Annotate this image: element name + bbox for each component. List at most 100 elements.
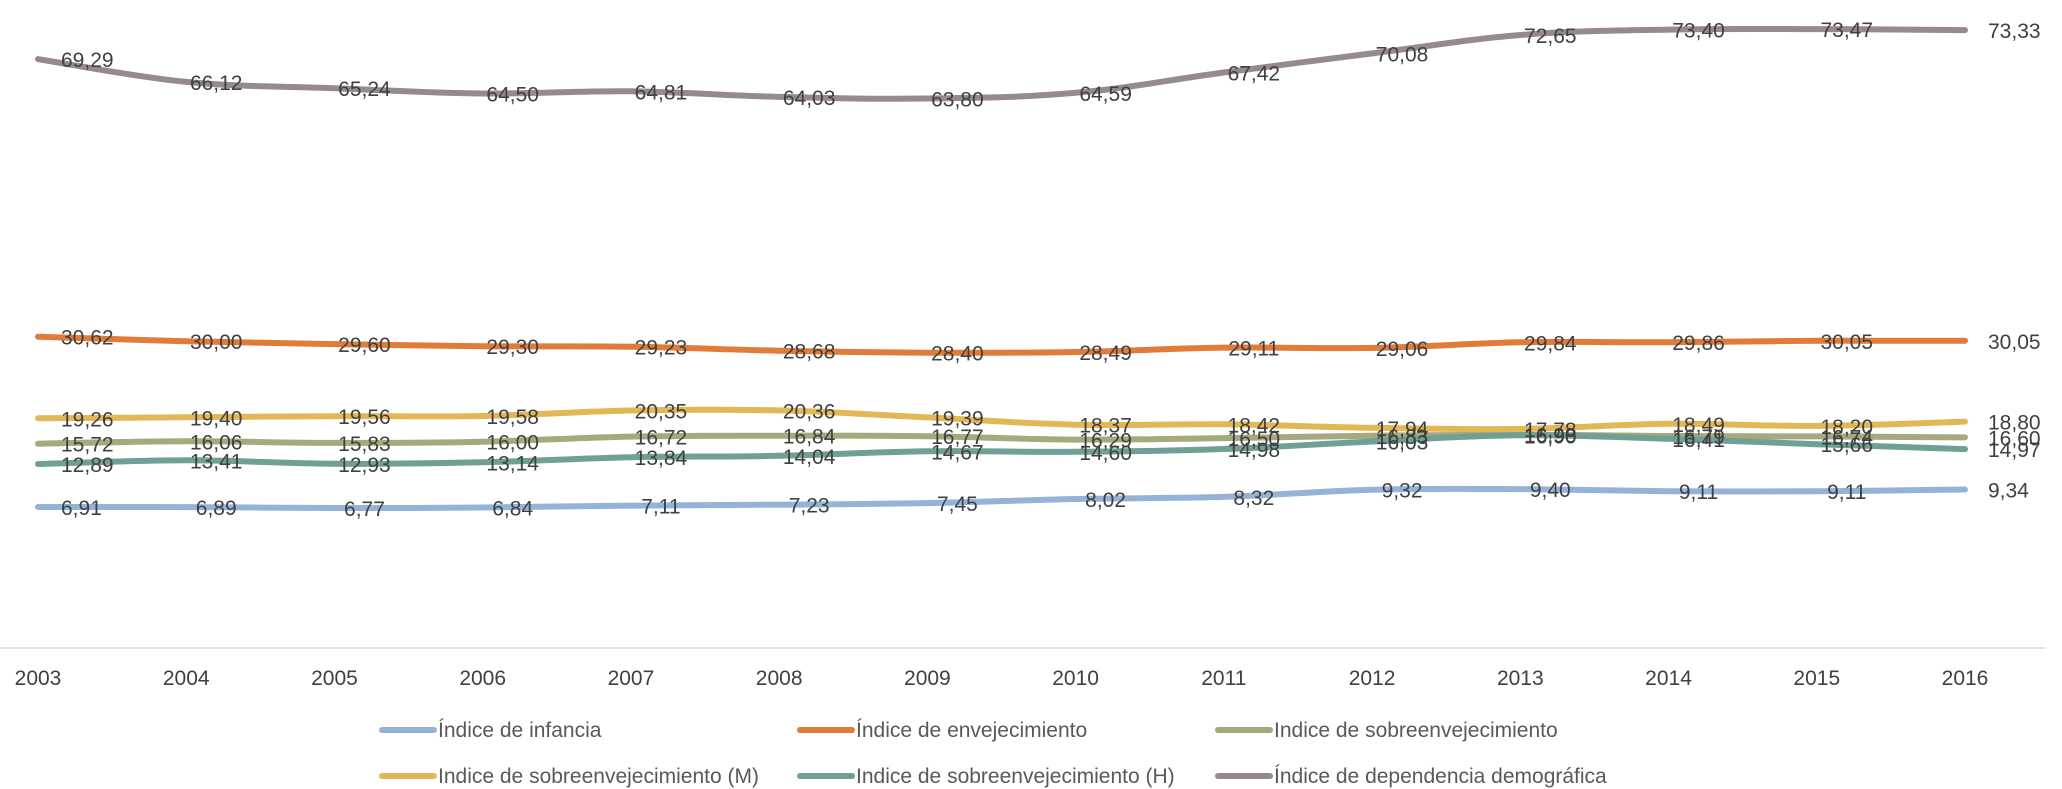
data-label: 16,74 xyxy=(1820,426,1873,449)
legend: Índice de infancia Índice de envejecimien… xyxy=(379,719,1607,788)
data-label: 16,60 xyxy=(1988,427,2041,450)
data-labels: 6,91 6,89 6,77 6,84 7,11 7,23 7,45 8,02 8,32 9,32… xyxy=(61,19,2041,521)
data-label: 20,36 xyxy=(783,400,836,423)
legend-label: Indice de sobreenvejecimiento (M) xyxy=(438,765,759,788)
data-label: 6,89 xyxy=(196,497,237,520)
data-label: 19,40 xyxy=(190,407,243,430)
data-label: 12,89 xyxy=(61,454,114,477)
data-label: 16,90 xyxy=(1524,425,1577,448)
data-label: 64,81 xyxy=(635,81,688,104)
x-axis-ticks: 2003 2004 2005 2006 2007 2008 2009 2010 2011 2012… xyxy=(15,667,1989,690)
data-label: 18,49 xyxy=(1672,414,1725,437)
data-label: 9,34 xyxy=(1988,480,2029,503)
x-tick-label: 2005 xyxy=(311,667,358,690)
data-label: 6,77 xyxy=(344,498,385,521)
data-label: 30,05 xyxy=(1820,331,1873,354)
data-label: 13,41 xyxy=(190,450,243,473)
data-label: 70,08 xyxy=(1376,43,1429,66)
data-label: 29,06 xyxy=(1376,338,1429,361)
data-label: 29,84 xyxy=(1524,332,1577,355)
data-label: 29,23 xyxy=(635,337,688,360)
x-tick-label: 2009 xyxy=(904,667,951,690)
data-label: 17,94 xyxy=(1376,418,1429,441)
data-label: 19,58 xyxy=(486,406,539,429)
data-label: 16,83 xyxy=(1376,426,1429,449)
legend-label: Indice de sobreenvejecimiento (H) xyxy=(856,765,1175,788)
series-line-5 xyxy=(35,432,1968,467)
data-label: 7,45 xyxy=(937,493,978,516)
data-label: 28,40 xyxy=(931,343,984,366)
data-label: 8,32 xyxy=(1233,487,1274,510)
data-label: 14,60 xyxy=(1079,442,1132,465)
data-label: 73,47 xyxy=(1820,19,1873,42)
x-tick-label: 2006 xyxy=(459,667,506,690)
data-label: 19,56 xyxy=(338,406,391,429)
data-label: 7,11 xyxy=(641,496,680,519)
data-label: 14,97 xyxy=(1988,439,2041,462)
data-label: 64,59 xyxy=(1079,83,1132,106)
x-tick-label: 2010 xyxy=(1052,667,1099,690)
x-tick-label: 2011 xyxy=(1201,667,1246,690)
data-label: 18,80 xyxy=(1988,412,2041,435)
data-label: 66,12 xyxy=(190,72,243,95)
data-label: 30,00 xyxy=(190,331,243,354)
data-label: 16,79 xyxy=(1672,426,1725,449)
data-label: 16,00 xyxy=(486,432,539,455)
data-label: 64,03 xyxy=(783,87,836,110)
x-tick-label: 2007 xyxy=(608,667,655,690)
data-label: 63,80 xyxy=(931,89,984,112)
data-label: 67,42 xyxy=(1228,63,1281,86)
x-tick-label: 2013 xyxy=(1497,667,1544,690)
data-label: 29,86 xyxy=(1672,332,1725,355)
data-label: 29,11 xyxy=(1228,338,1279,361)
data-label: 65,24 xyxy=(338,78,391,101)
data-label: 15,66 xyxy=(1820,434,1873,457)
x-tick-label: 2014 xyxy=(1645,667,1692,690)
series-line-2 xyxy=(35,333,1968,356)
data-label: 13,84 xyxy=(635,447,688,470)
legend-item: Índice de dependencia demográfica xyxy=(1215,765,1607,788)
data-label: 16,29 xyxy=(1079,430,1132,453)
x-tick-label: 2003 xyxy=(15,667,62,690)
data-label: 69,29 xyxy=(61,49,114,72)
data-label: 18,20 xyxy=(1820,416,1873,439)
data-label: 15,83 xyxy=(338,433,391,456)
legend-label: Índice de infancia xyxy=(438,719,602,742)
legend-item: Indice de sobreenvejecimiento (H) xyxy=(797,765,1175,788)
data-label: 6,91 xyxy=(61,497,102,520)
data-label: 18,37 xyxy=(1079,415,1132,438)
data-label: 9,40 xyxy=(1530,479,1571,502)
data-label: 28,49 xyxy=(1079,342,1132,365)
data-label: 73,33 xyxy=(1988,20,2041,43)
data-label: 30,62 xyxy=(61,327,114,350)
data-label: 28,68 xyxy=(783,341,836,364)
data-label: 17,78 xyxy=(1524,419,1577,442)
series-line-6 xyxy=(35,25,1968,102)
data-label: 29,30 xyxy=(486,336,539,359)
data-label: 20,35 xyxy=(635,400,688,423)
data-label: 7,23 xyxy=(789,495,830,518)
legend-item: Índice de envejecimiento xyxy=(797,719,1087,742)
data-label: 16,06 xyxy=(190,431,243,454)
legend-item: Índice de infancia xyxy=(379,719,602,742)
data-label: 14,98 xyxy=(1228,439,1281,462)
data-label: 6,84 xyxy=(492,497,533,520)
data-label: 73,40 xyxy=(1672,20,1725,43)
x-tick-label: 2016 xyxy=(1942,667,1989,690)
x-tick-label: 2012 xyxy=(1349,667,1396,690)
data-label: 16,84 xyxy=(783,426,836,449)
data-label: 16,41 xyxy=(1672,429,1725,452)
data-label: 16,98 xyxy=(1524,425,1577,448)
legend-label: Índice de dependencia demográfica xyxy=(1274,765,1607,788)
data-label: 64,50 xyxy=(486,83,539,106)
data-label: 30,05 xyxy=(1988,331,2041,354)
legend-label: Indice de sobreenvejecimiento xyxy=(1274,719,1558,742)
data-label: 18,42 xyxy=(1228,414,1281,437)
data-label: 29,60 xyxy=(338,334,391,357)
x-tick-label: 2015 xyxy=(1793,667,1840,690)
data-label: 15,72 xyxy=(61,434,114,457)
data-label: 72,65 xyxy=(1524,25,1577,48)
data-label: 16,03 xyxy=(1376,432,1429,455)
data-label: 9,11 xyxy=(1679,481,1718,504)
